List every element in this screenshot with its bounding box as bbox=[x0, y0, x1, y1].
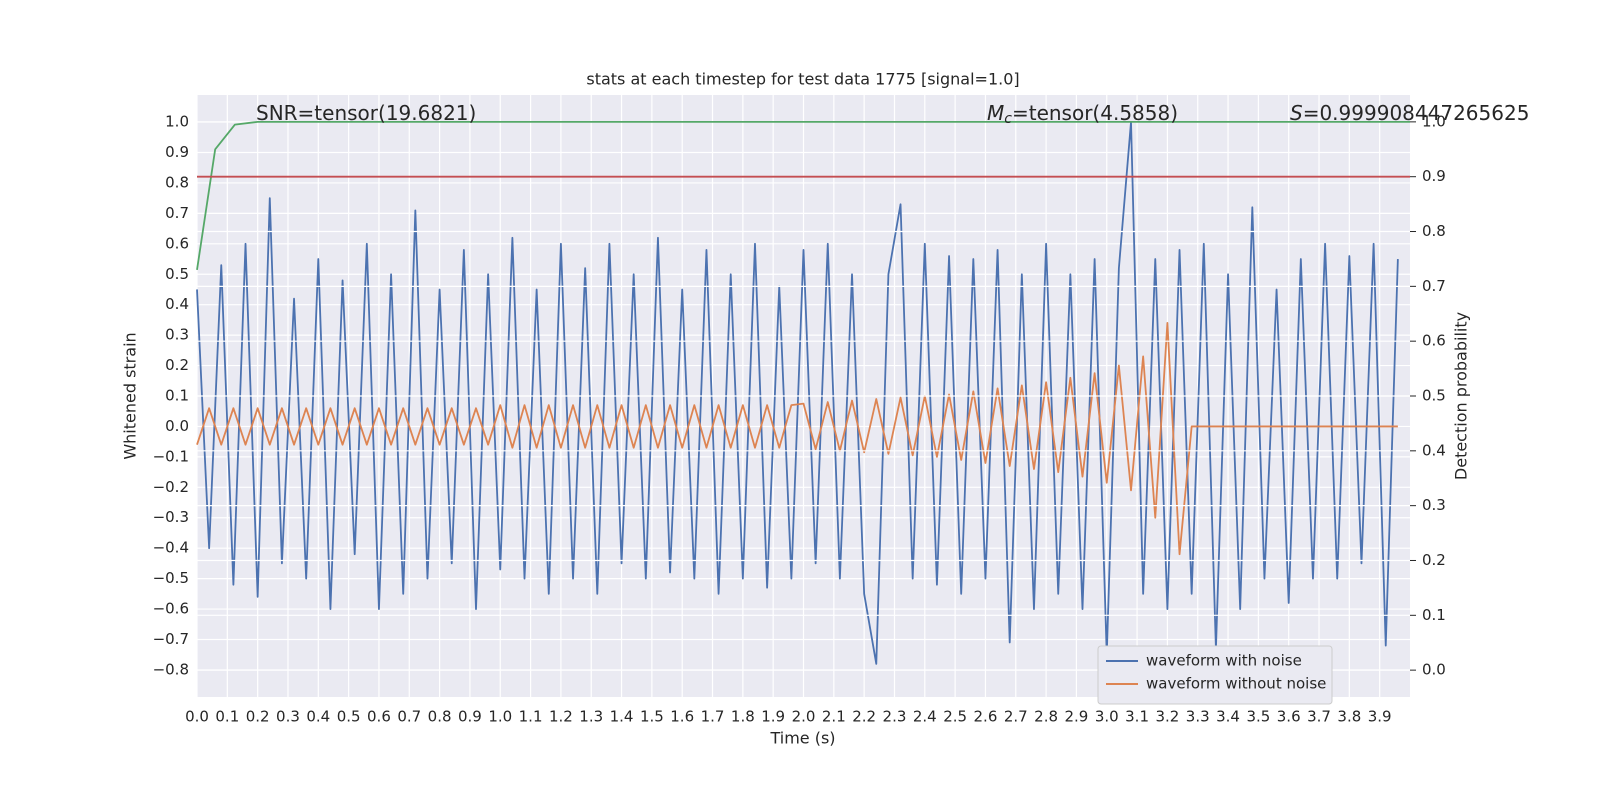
y2-tick-label: 0.2 bbox=[1422, 551, 1446, 569]
y-tick-label: −0.7 bbox=[153, 630, 189, 648]
y2-tick-label: 0.0 bbox=[1422, 661, 1446, 679]
line-series bbox=[196, 121, 1399, 665]
x-tick-label: 1.7 bbox=[701, 708, 725, 726]
y-tick-label: 0.5 bbox=[165, 265, 189, 283]
y-tick-label: 0.9 bbox=[165, 143, 189, 161]
x-tick-label: 3.3 bbox=[1186, 708, 1210, 726]
x-tick-label: 0.4 bbox=[306, 708, 330, 726]
annotation-symbol: S bbox=[1290, 101, 1303, 125]
x-axis-label: Time (s) bbox=[769, 729, 835, 748]
line-series bbox=[196, 120, 1410, 271]
x-tick-label: 3.5 bbox=[1246, 708, 1270, 726]
x-tick-label: 3.2 bbox=[1155, 708, 1179, 726]
x-tick-label: 3.8 bbox=[1337, 708, 1361, 726]
y2-tick-label: 0.6 bbox=[1422, 332, 1446, 350]
y-tick-label: 0.2 bbox=[165, 356, 189, 374]
x-tick-label: 0.5 bbox=[337, 708, 361, 726]
legend-box bbox=[1097, 645, 1333, 705]
annotation-text: SNR=tensor(19.6821) bbox=[256, 101, 476, 125]
x-tick-label: 3.9 bbox=[1368, 708, 1392, 726]
y-tick-label: 0.6 bbox=[165, 234, 189, 252]
x-tick-label: 2.4 bbox=[913, 708, 937, 726]
x-tick-label: 2.0 bbox=[792, 708, 816, 726]
x-tick-label: 1.3 bbox=[579, 708, 603, 726]
x-tick-label: 1.0 bbox=[488, 708, 512, 726]
x-tick-label: 2.5 bbox=[943, 708, 967, 726]
y-tick-label: −0.6 bbox=[153, 600, 189, 618]
legend-label: waveform without noise bbox=[1146, 675, 1326, 693]
y-tick-label: 0.4 bbox=[165, 295, 189, 313]
y-tick-label: −0.5 bbox=[153, 569, 189, 587]
y-tick-label: 0.0 bbox=[165, 417, 189, 435]
y2-tick-label: 1.0 bbox=[1422, 112, 1446, 130]
x-tick-label: 0.0 bbox=[185, 708, 209, 726]
y-tick-label: −0.4 bbox=[153, 539, 189, 557]
x-tick-label: 0.9 bbox=[458, 708, 482, 726]
x-tick-label: 3.7 bbox=[1307, 708, 1331, 726]
x-tick-label: 0.7 bbox=[397, 708, 421, 726]
y2-tick-label: 0.9 bbox=[1422, 167, 1446, 185]
x-tick-label: 0.6 bbox=[367, 708, 391, 726]
annotation: S=0.999908447265625 bbox=[1290, 101, 1529, 125]
x-tick-label: 0.1 bbox=[215, 708, 239, 726]
x-tick-label: 1.4 bbox=[610, 708, 634, 726]
x-tick-label: 1.2 bbox=[549, 708, 573, 726]
x-tick-label: 0.2 bbox=[246, 708, 270, 726]
x-tick-label: 2.1 bbox=[822, 708, 846, 726]
y-tick-label: 0.1 bbox=[165, 387, 189, 405]
x-tick-label: 2.9 bbox=[1064, 708, 1088, 726]
y2-tick-label: 0.4 bbox=[1422, 441, 1446, 459]
x-tick-label: 0.3 bbox=[276, 708, 300, 726]
line-series bbox=[196, 322, 1398, 556]
y-tick-label: −0.8 bbox=[153, 660, 189, 678]
y-tick-label: −0.2 bbox=[153, 478, 189, 496]
y-axis-label: Whitened strain bbox=[121, 332, 140, 459]
y-tick-label: 0.8 bbox=[165, 173, 189, 191]
x-tick-label: 1.5 bbox=[640, 708, 664, 726]
annotation-subscript: c bbox=[1004, 111, 1012, 127]
x-tick-label: 2.6 bbox=[974, 708, 998, 726]
x-tick-label: 2.8 bbox=[1034, 708, 1058, 726]
annotation: Mc=tensor(4.5858) bbox=[987, 101, 1178, 128]
chart-title: stats at each timestep for test data 177… bbox=[586, 70, 1019, 89]
y2-tick-label: 0.7 bbox=[1422, 277, 1446, 295]
x-tick-label: 1.1 bbox=[519, 708, 543, 726]
legend-label: waveform with noise bbox=[1146, 652, 1302, 670]
x-tick-label: 3.4 bbox=[1216, 708, 1240, 726]
y2-tick-label: 0.1 bbox=[1422, 606, 1446, 624]
y-tick-label: 0.3 bbox=[165, 326, 189, 344]
y2-tick-label: 0.5 bbox=[1422, 387, 1446, 405]
annotation: SNR=tensor(19.6821) bbox=[256, 101, 476, 125]
y2-tick-label: 0.8 bbox=[1422, 222, 1446, 240]
x-tick-label: 2.3 bbox=[883, 708, 907, 726]
x-tick-label: 3.0 bbox=[1095, 708, 1119, 726]
x-tick-label: 1.6 bbox=[670, 708, 694, 726]
x-tick-label: 3.1 bbox=[1125, 708, 1149, 726]
x-tick-label: 1.9 bbox=[761, 708, 785, 726]
y2-axis-label: Detection probability bbox=[1452, 312, 1471, 480]
y-tick-label: −0.3 bbox=[153, 508, 189, 526]
y-tick-label: −0.1 bbox=[153, 447, 189, 465]
x-tick-label: 0.8 bbox=[428, 708, 452, 726]
y-tick-label: 0.7 bbox=[165, 204, 189, 222]
annotation-text: =0.999908447265625 bbox=[1303, 101, 1530, 125]
x-tick-label: 2.7 bbox=[1004, 708, 1028, 726]
y-tick-label: 1.0 bbox=[165, 113, 189, 131]
x-tick-label: 3.6 bbox=[1277, 708, 1301, 726]
annotation-symbol: M bbox=[987, 101, 1004, 125]
annotation-text: =tensor(4.5858) bbox=[1012, 101, 1178, 125]
x-tick-label: 1.8 bbox=[731, 708, 755, 726]
x-tick-label: 2.2 bbox=[852, 708, 876, 726]
y2-tick-label: 0.3 bbox=[1422, 496, 1446, 514]
